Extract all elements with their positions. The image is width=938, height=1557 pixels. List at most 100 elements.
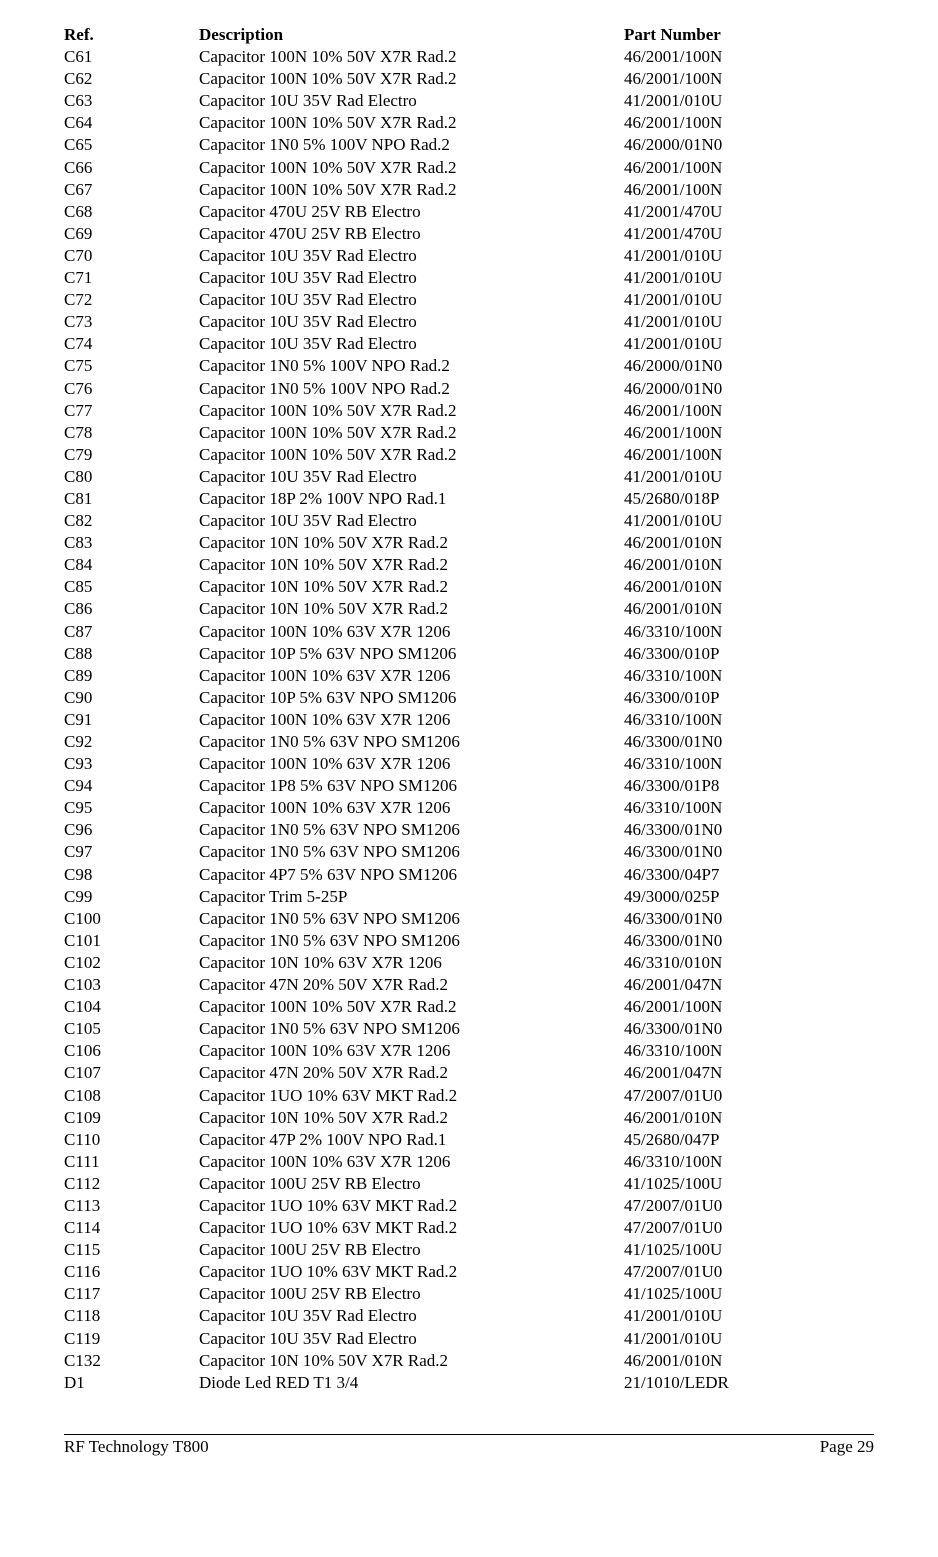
- cell-part: 46/3310/100N: [624, 621, 874, 643]
- cell-ref: C93: [64, 753, 199, 775]
- table-row: C72Capacitor 10U 35V Rad Electro41/2001/…: [64, 289, 874, 311]
- cell-desc: Capacitor 1N0 5% 63V NPO SM1206: [199, 1018, 624, 1040]
- cell-ref: C66: [64, 157, 199, 179]
- cell-desc: Capacitor 100N 10% 50V X7R Rad.2: [199, 444, 624, 466]
- cell-ref: C84: [64, 554, 199, 576]
- cell-part: 41/2001/010U: [624, 1328, 874, 1350]
- cell-part: 46/2001/100N: [624, 68, 874, 90]
- table-row: C102Capacitor 10N 10% 63V X7R 120646/331…: [64, 952, 874, 974]
- table-row: C63Capacitor 10U 35V Rad Electro41/2001/…: [64, 90, 874, 112]
- cell-desc: Capacitor 100N 10% 50V X7R Rad.2: [199, 46, 624, 68]
- cell-desc: Capacitor 10U 35V Rad Electro: [199, 289, 624, 311]
- cell-ref: C76: [64, 378, 199, 400]
- cell-desc: Capacitor 10N 10% 50V X7R Rad.2: [199, 532, 624, 554]
- table-row: C75Capacitor 1N0 5% 100V NPO Rad.246/200…: [64, 355, 874, 377]
- cell-desc: Capacitor 10N 10% 50V X7R Rad.2: [199, 1107, 624, 1129]
- cell-part: 46/2001/010N: [624, 576, 874, 598]
- cell-desc: Capacitor 10N 10% 50V X7R Rad.2: [199, 554, 624, 576]
- table-row: C81Capacitor 18P 2% 100V NPO Rad.145/268…: [64, 488, 874, 510]
- cell-ref: C85: [64, 576, 199, 598]
- table-row: C116Capacitor 1UO 10% 63V MKT Rad.247/20…: [64, 1261, 874, 1283]
- cell-ref: C119: [64, 1328, 199, 1350]
- cell-part: 46/3310/100N: [624, 753, 874, 775]
- cell-desc: Capacitor 1N0 5% 63V NPO SM1206: [199, 841, 624, 863]
- cell-ref: C69: [64, 223, 199, 245]
- cell-part: 41/2001/010U: [624, 466, 874, 488]
- cell-desc: Capacitor 100N 10% 63V X7R 1206: [199, 665, 624, 687]
- cell-desc: Capacitor 100N 10% 50V X7R Rad.2: [199, 157, 624, 179]
- cell-ref: C105: [64, 1018, 199, 1040]
- cell-desc: Capacitor 1N0 5% 63V NPO SM1206: [199, 930, 624, 952]
- cell-part: 46/2001/100N: [624, 179, 874, 201]
- cell-desc: Capacitor 100N 10% 63V X7R 1206: [199, 621, 624, 643]
- cell-ref: C71: [64, 267, 199, 289]
- cell-part: 41/1025/100U: [624, 1173, 874, 1195]
- table-row: C64Capacitor 100N 10% 50V X7R Rad.246/20…: [64, 112, 874, 134]
- cell-part: 47/2007/01U0: [624, 1085, 874, 1107]
- cell-desc: Capacitor Trim 5-25P: [199, 886, 624, 908]
- cell-ref: C106: [64, 1040, 199, 1062]
- cell-part: 46/2000/01N0: [624, 134, 874, 156]
- cell-part: 46/3300/01N0: [624, 841, 874, 863]
- col-header-ref: Ref.: [64, 24, 199, 46]
- cell-desc: Capacitor 4P7 5% 63V NPO SM1206: [199, 864, 624, 886]
- cell-part: 41/1025/100U: [624, 1239, 874, 1261]
- cell-part: 46/2001/100N: [624, 422, 874, 444]
- cell-desc: Capacitor 10N 10% 50V X7R Rad.2: [199, 576, 624, 598]
- cell-part: 46/3300/01N0: [624, 1018, 874, 1040]
- cell-desc: Capacitor 10U 35V Rad Electro: [199, 267, 624, 289]
- cell-ref: C89: [64, 665, 199, 687]
- cell-part: 46/2001/010N: [624, 532, 874, 554]
- cell-desc: Capacitor 1UO 10% 63V MKT Rad.2: [199, 1217, 624, 1239]
- footer-left: RF Technology T800: [64, 1437, 209, 1457]
- cell-ref: C83: [64, 532, 199, 554]
- cell-ref: C118: [64, 1305, 199, 1327]
- table-row: C79Capacitor 100N 10% 50V X7R Rad.246/20…: [64, 444, 874, 466]
- table-row: C78Capacitor 100N 10% 50V X7R Rad.246/20…: [64, 422, 874, 444]
- cell-ref: C78: [64, 422, 199, 444]
- cell-desc: Capacitor 10P 5% 63V NPO SM1206: [199, 687, 624, 709]
- cell-desc: Capacitor 1N0 5% 100V NPO Rad.2: [199, 134, 624, 156]
- cell-desc: Capacitor 47P 2% 100V NPO Rad.1: [199, 1129, 624, 1151]
- cell-ref: C110: [64, 1129, 199, 1151]
- cell-part: 41/2001/010U: [624, 1305, 874, 1327]
- cell-desc: Capacitor 100N 10% 63V X7R 1206: [199, 1040, 624, 1062]
- table-row: C83Capacitor 10N 10% 50V X7R Rad.246/200…: [64, 532, 874, 554]
- cell-part: 46/3310/010N: [624, 952, 874, 974]
- cell-ref: C94: [64, 775, 199, 797]
- cell-ref: C87: [64, 621, 199, 643]
- cell-ref: C115: [64, 1239, 199, 1261]
- cell-desc: Capacitor 18P 2% 100V NPO Rad.1: [199, 488, 624, 510]
- cell-part: 41/2001/010U: [624, 510, 874, 532]
- table-row: C70Capacitor 10U 35V Rad Electro41/2001/…: [64, 245, 874, 267]
- cell-desc: Capacitor 100N 10% 50V X7R Rad.2: [199, 422, 624, 444]
- cell-ref: C113: [64, 1195, 199, 1217]
- cell-part: 47/2007/01U0: [624, 1217, 874, 1239]
- table-row: C87Capacitor 100N 10% 63V X7R 120646/331…: [64, 621, 874, 643]
- cell-desc: Capacitor 100N 10% 63V X7R 1206: [199, 753, 624, 775]
- cell-desc: Capacitor 1UO 10% 63V MKT Rad.2: [199, 1261, 624, 1283]
- cell-part: 46/2001/010N: [624, 598, 874, 620]
- cell-desc: Capacitor 10U 35V Rad Electro: [199, 466, 624, 488]
- cell-part: 45/2680/047P: [624, 1129, 874, 1151]
- cell-ref: C65: [64, 134, 199, 156]
- cell-part: 46/2000/01N0: [624, 355, 874, 377]
- cell-ref: C95: [64, 797, 199, 819]
- cell-part: 46/3310/100N: [624, 1040, 874, 1062]
- cell-desc: Capacitor 100N 10% 50V X7R Rad.2: [199, 112, 624, 134]
- cell-part: 41/2001/470U: [624, 223, 874, 245]
- cell-part: 47/2007/01U0: [624, 1195, 874, 1217]
- cell-ref: C109: [64, 1107, 199, 1129]
- cell-part: 46/2001/010N: [624, 1107, 874, 1129]
- table-row: C114Capacitor 1UO 10% 63V MKT Rad.247/20…: [64, 1217, 874, 1239]
- cell-desc: Capacitor 10U 35V Rad Electro: [199, 1328, 624, 1350]
- table-row: C65Capacitor 1N0 5% 100V NPO Rad.246/200…: [64, 134, 874, 156]
- cell-ref: C117: [64, 1283, 199, 1305]
- table-row: C119Capacitor 10U 35V Rad Electro41/2001…: [64, 1328, 874, 1350]
- cell-part: 41/2001/010U: [624, 311, 874, 333]
- cell-desc: Capacitor 1N0 5% 63V NPO SM1206: [199, 731, 624, 753]
- cell-ref: C79: [64, 444, 199, 466]
- cell-ref: C114: [64, 1217, 199, 1239]
- cell-ref: C67: [64, 179, 199, 201]
- table-row: C68Capacitor 470U 25V RB Electro41/2001/…: [64, 201, 874, 223]
